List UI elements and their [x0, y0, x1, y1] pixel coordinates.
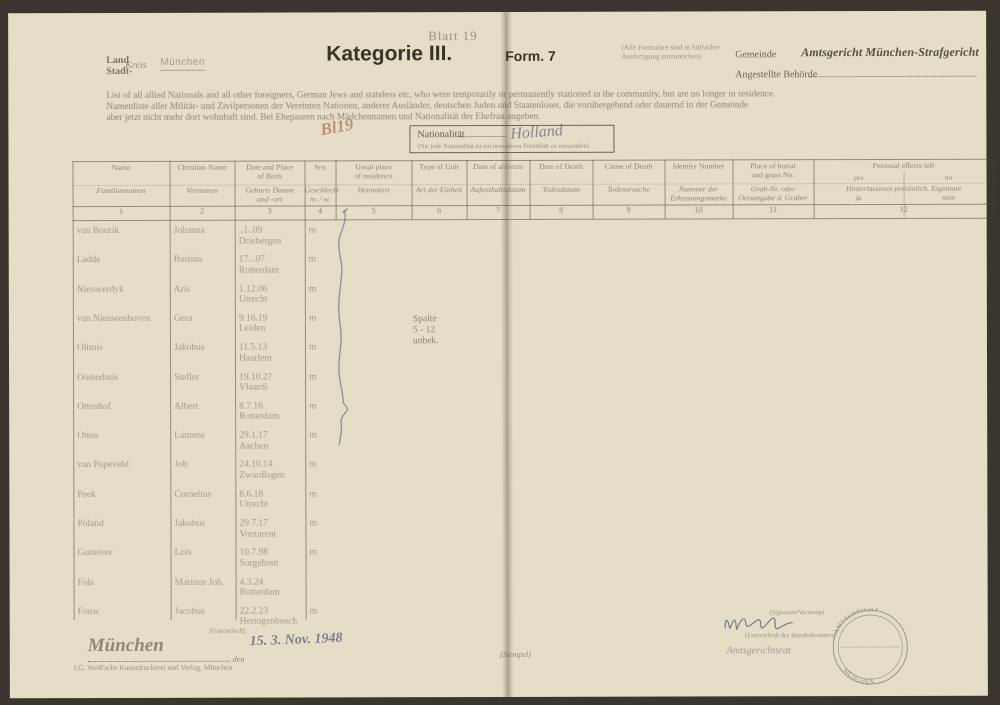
svg-text:AMTSGERICHT: AMTSGERICHT [833, 608, 880, 635]
svg-text:MÜNCHEN: MÜNCHEN [841, 667, 874, 685]
